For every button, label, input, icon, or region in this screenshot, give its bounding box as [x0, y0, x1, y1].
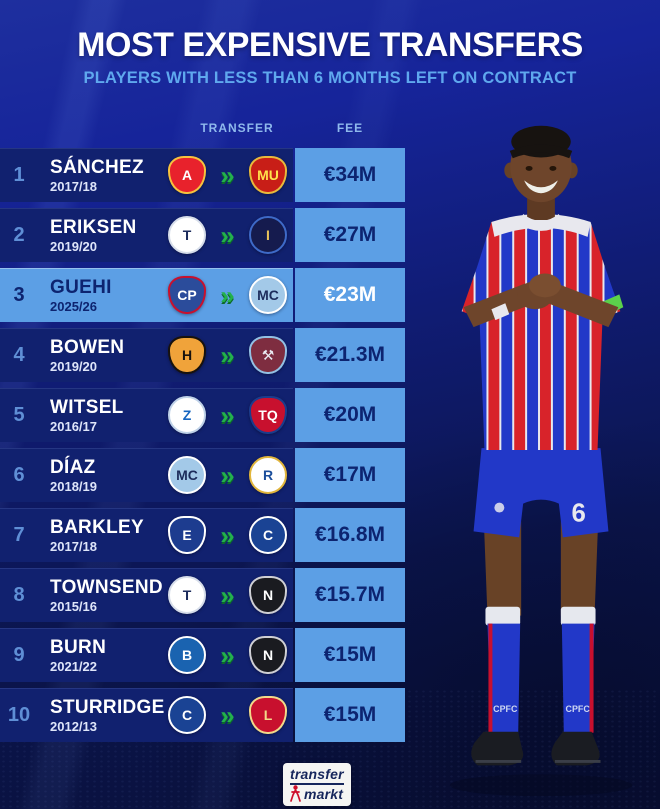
season-label: 2025/26 — [50, 298, 97, 314]
transfer-arrow-icon: » — [220, 400, 235, 430]
player-name: BOWEN — [50, 336, 125, 358]
season-label: 2019/20 — [50, 238, 97, 254]
season-label: 2017/18 — [50, 178, 97, 194]
player-name: DÍAZ — [50, 456, 96, 478]
table-row: 8 TOWNSEND 2015/16 T » N €15.7M — [0, 568, 405, 622]
table-row: 10 STURRIDGE 2012/13 C » L €15M — [0, 688, 405, 742]
table-row: 4 BOWEN 2019/20 H » ⚒ €21.3M — [0, 328, 405, 382]
sock-label: CPFC — [566, 704, 591, 714]
transfer-arrow-icon: » — [220, 640, 235, 670]
wrist-tape — [491, 303, 510, 321]
rank-label: 8 — [13, 583, 25, 606]
player-name: STURRIDGE — [50, 696, 165, 718]
fee-cell: €15M — [295, 688, 405, 742]
season-label: 2015/16 — [50, 598, 97, 614]
rank-label: 6 — [13, 463, 25, 486]
table-row: 5 WITSEL 2016/17 Z » TQ €20M — [0, 388, 405, 442]
table-row: 2 ERIKSEN 2019/20 T » I €27M — [0, 208, 405, 262]
rank-label: 4 — [13, 343, 25, 366]
rank-label: 7 — [13, 523, 25, 546]
badge-tianjin-quanjian: TQ — [249, 396, 287, 434]
fee-cell: €27M — [295, 208, 405, 262]
fee-cell: €17M — [295, 448, 405, 502]
badge-tottenham: T — [168, 576, 206, 614]
badge-brighton: B — [168, 636, 206, 674]
page-title: MOST EXPENSIVE TRANSFERS — [77, 26, 583, 64]
table-row-highlighted: 3 GUEHI 2025/26 CP » MC €23M — [0, 268, 405, 322]
table-row: 9 BURN 2021/22 B » N €15M — [0, 628, 405, 682]
season-label: 2018/19 — [50, 478, 97, 494]
transfer-arrow-icon: » — [220, 340, 235, 370]
page-subtitle: PLAYERS WITH LESS THAN 6 MONTHS LEFT ON … — [83, 69, 577, 87]
table-row: 1 SÁNCHEZ 2017/18 A » MU €34M — [0, 148, 405, 202]
player-name: BURN — [50, 636, 107, 658]
badge-manchester-city: MC — [168, 456, 206, 494]
transfermarkt-logo: transfer markt — [283, 763, 351, 806]
column-header-fee: FEE — [336, 121, 364, 135]
badge-manchester-city: MC — [249, 276, 287, 314]
fee-cell: €16.8M — [295, 508, 405, 562]
season-label: 2017/18 — [50, 538, 97, 554]
player-figure-icon — [290, 785, 301, 802]
transfer-arrow-icon: » — [220, 580, 235, 610]
transfer-arrow-icon: » — [220, 280, 235, 310]
badge-newcastle: N — [249, 576, 287, 614]
badge-everton: E — [168, 516, 206, 554]
season-label: 2012/13 — [50, 718, 97, 734]
transfers-table: 1 SÁNCHEZ 2017/18 A » MU €34M 2 ERIKSEN … — [0, 148, 405, 748]
badge-west-ham: ⚒ — [249, 336, 287, 374]
transfer-arrow-icon: » — [220, 220, 235, 250]
transfer-arrow-icon: » — [220, 520, 235, 550]
table-row: 6 DÍAZ 2018/19 MC » R €17M — [0, 448, 405, 502]
fee-cell: €34M — [295, 148, 405, 202]
fee-cell: €23M — [295, 268, 405, 322]
fee-cell: €15M — [295, 628, 405, 682]
badge-crystal-palace: CP — [168, 276, 206, 314]
badge-tottenham: T — [168, 216, 206, 254]
logo-line1: transfer — [290, 767, 344, 785]
badge-zenit: Z — [168, 396, 206, 434]
rank-label: 5 — [13, 403, 25, 426]
badge-manchester-united: MU — [249, 156, 287, 194]
header: MOST EXPENSIVE TRANSFERS PLAYERS WITH LE… — [0, 0, 660, 88]
season-label: 2016/17 — [50, 418, 97, 434]
badge-inter-milan: I — [249, 216, 287, 254]
transfer-arrow-icon: » — [220, 700, 235, 730]
rank-label: 9 — [13, 643, 25, 666]
rank-label: 1 — [13, 163, 25, 186]
player-name: WITSEL — [50, 396, 124, 418]
badge-chelsea: C — [249, 516, 287, 554]
shirt-number: 6 — [572, 499, 586, 527]
player-name: BARKLEY — [50, 516, 144, 538]
player-name: TOWNSEND — [50, 576, 163, 598]
transfer-arrow-icon: » — [220, 460, 235, 490]
rank-label: 3 — [13, 283, 25, 306]
season-label: 2021/22 — [50, 658, 97, 674]
badge-liverpool: L — [249, 696, 287, 734]
badge-newcastle: N — [249, 636, 287, 674]
column-header-transfer: TRANSFER — [200, 121, 274, 135]
logo-line2: markt — [304, 785, 344, 802]
player-photo: CPFC CPFC 6 — [449, 125, 633, 797]
badge-hull-city: H — [168, 336, 206, 374]
player-name: SÁNCHEZ — [50, 156, 144, 178]
badge-arsenal: A — [168, 156, 206, 194]
transfer-arrow-icon: » — [220, 160, 235, 190]
table-row: 7 BARKLEY 2017/18 E » C €16.8M — [0, 508, 405, 562]
rank-label: 10 — [7, 703, 31, 726]
player-name: ERIKSEN — [50, 216, 137, 238]
sock-label: CPFC — [493, 704, 518, 714]
badge-real-madrid: R — [249, 456, 287, 494]
fee-cell: €15.7M — [295, 568, 405, 622]
fee-cell: €20M — [295, 388, 405, 442]
player-name: GUEHI — [50, 276, 112, 298]
fee-cell: €21.3M — [295, 328, 405, 382]
badge-chelsea: C — [168, 696, 206, 734]
season-label: 2019/20 — [50, 358, 97, 374]
rank-label: 2 — [13, 223, 25, 246]
